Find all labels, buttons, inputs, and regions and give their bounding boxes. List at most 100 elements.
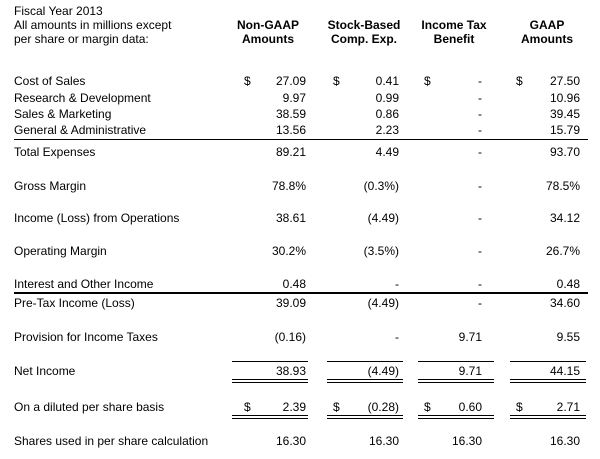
cell-stock-comp: -	[395, 277, 399, 291]
fiscal-year-title: Fiscal Year 2013	[14, 4, 103, 18]
cell-gaap: 93.70	[549, 145, 580, 159]
cell-income-tax: -	[478, 74, 482, 88]
double-underline	[418, 415, 494, 416]
cell-stock-comp: 0.86	[375, 107, 399, 121]
currency-symbol: $	[516, 74, 523, 88]
cell-income-tax: 0.60	[458, 400, 482, 414]
currency-symbol: $	[516, 400, 523, 414]
double-underline	[327, 379, 403, 380]
cell-income-tax: -	[478, 145, 482, 159]
col-header-gaap-line1: GAAP	[529, 18, 565, 32]
double-underline	[327, 382, 403, 383]
currency-symbol: $	[333, 74, 340, 88]
cell-gaap: 15.79	[549, 123, 580, 137]
net-income-top-line	[232, 361, 308, 362]
cell-stock-comp: 16.30	[368, 434, 399, 448]
cell-gaap: 34.60	[549, 296, 580, 310]
cell-non-gaap: 38.93	[275, 364, 306, 378]
cell-non-gaap: 0.48	[282, 277, 306, 291]
cell-gaap: 34.12	[549, 211, 580, 225]
cell-stock-comp: (4.49)	[367, 364, 399, 378]
cell-income-tax: -	[478, 244, 482, 258]
cell-non-gaap: 16.30	[275, 434, 306, 448]
pretax-separator-line	[14, 292, 588, 294]
cell-gaap: 27.50	[549, 74, 580, 88]
cell-income-tax: 9.71	[458, 330, 482, 344]
row-label: Income (Loss) from Operations	[14, 211, 180, 225]
cell-non-gaap: 30.2%	[271, 244, 306, 258]
cell-gaap: 26.7%	[545, 244, 580, 258]
cell-gaap: 0.48	[556, 277, 580, 291]
cell-gaap: 10.96	[549, 91, 580, 105]
col-header-gaap-line2: Amounts	[521, 32, 573, 46]
col-header-stock-comp-line1: Stock-Based	[327, 18, 401, 32]
double-underline	[510, 379, 586, 380]
cell-non-gaap: 38.61	[275, 211, 306, 225]
cell-stock-comp: 0.99	[375, 91, 399, 105]
cell-non-gaap: 39.09	[275, 296, 306, 310]
cell-gaap: 44.15	[549, 364, 580, 378]
double-underline	[232, 382, 308, 383]
cell-gaap: 39.45	[549, 107, 580, 121]
double-underline	[232, 415, 308, 416]
cell-stock-comp: 4.49	[375, 145, 399, 159]
cell-income-tax: -	[478, 211, 482, 225]
cell-non-gaap: 27.09	[275, 74, 306, 88]
cell-non-gaap: 78.8%	[271, 179, 306, 193]
cell-income-tax: -	[478, 123, 482, 137]
net-income-top-line	[418, 361, 494, 362]
cell-stock-comp: 0.41	[375, 74, 399, 88]
row-label: On a diluted per share basis	[14, 400, 165, 414]
cell-non-gaap: (0.16)	[274, 330, 306, 344]
currency-symbol: $	[424, 74, 431, 88]
currency-symbol: $	[424, 400, 431, 414]
cell-income-tax: -	[478, 277, 482, 291]
row-label: Operating Margin	[14, 244, 107, 258]
cell-stock-comp: (0.3%)	[363, 179, 399, 193]
row-label: Sales & Marketing	[14, 107, 112, 121]
double-underline	[510, 418, 586, 419]
units-note-line2: per share or margin data:	[14, 32, 149, 46]
cell-income-tax: 16.30	[451, 434, 482, 448]
total-separator-line	[14, 139, 588, 140]
row-label: Gross Margin	[14, 179, 87, 193]
cell-income-tax: -	[478, 296, 482, 310]
double-underline	[418, 418, 494, 419]
cell-non-gaap: 2.39	[282, 400, 306, 414]
cell-non-gaap: 9.97	[282, 91, 306, 105]
double-underline	[510, 382, 586, 383]
double-underline	[510, 415, 586, 416]
row-label: Total Expenses	[14, 145, 96, 159]
col-header-non-gaap-line1: Non-GAAP	[237, 18, 299, 32]
net-income-top-line	[510, 361, 586, 362]
cell-stock-comp: 2.23	[375, 123, 399, 137]
currency-symbol: $	[244, 74, 251, 88]
cell-stock-comp: (4.49)	[367, 211, 399, 225]
row-label: Pre-Tax Income (Loss)	[14, 296, 135, 310]
currency-symbol: $	[333, 400, 340, 414]
cell-gaap: 16.30	[549, 434, 580, 448]
cell-non-gaap: 13.56	[275, 123, 306, 137]
cell-income-tax: -	[478, 107, 482, 121]
double-underline	[327, 415, 403, 416]
double-underline	[232, 379, 308, 380]
col-header-income-tax-line1: Income Tax	[421, 18, 487, 32]
double-underline	[327, 418, 403, 419]
row-label: Net Income	[14, 364, 76, 378]
cell-income-tax: -	[478, 179, 482, 193]
currency-symbol: $	[244, 400, 251, 414]
cell-income-tax: 9.71	[458, 364, 482, 378]
col-header-non-gaap-line2: Amounts	[242, 32, 294, 46]
cell-income-tax: -	[478, 91, 482, 105]
cell-gaap: 9.55	[556, 330, 580, 344]
cell-stock-comp: (3.5%)	[363, 244, 399, 258]
units-note-line1: All amounts in millions except	[14, 18, 172, 32]
row-label: Cost of Sales	[14, 74, 86, 88]
row-label: Provision for Income Taxes	[14, 330, 158, 344]
row-label: General & Administrative	[14, 123, 147, 137]
row-label: Research & Development	[14, 91, 151, 105]
cell-stock-comp: (0.28)	[367, 400, 399, 414]
double-underline	[418, 379, 494, 380]
net-income-top-line	[327, 361, 403, 362]
cell-stock-comp: (4.49)	[367, 296, 399, 310]
